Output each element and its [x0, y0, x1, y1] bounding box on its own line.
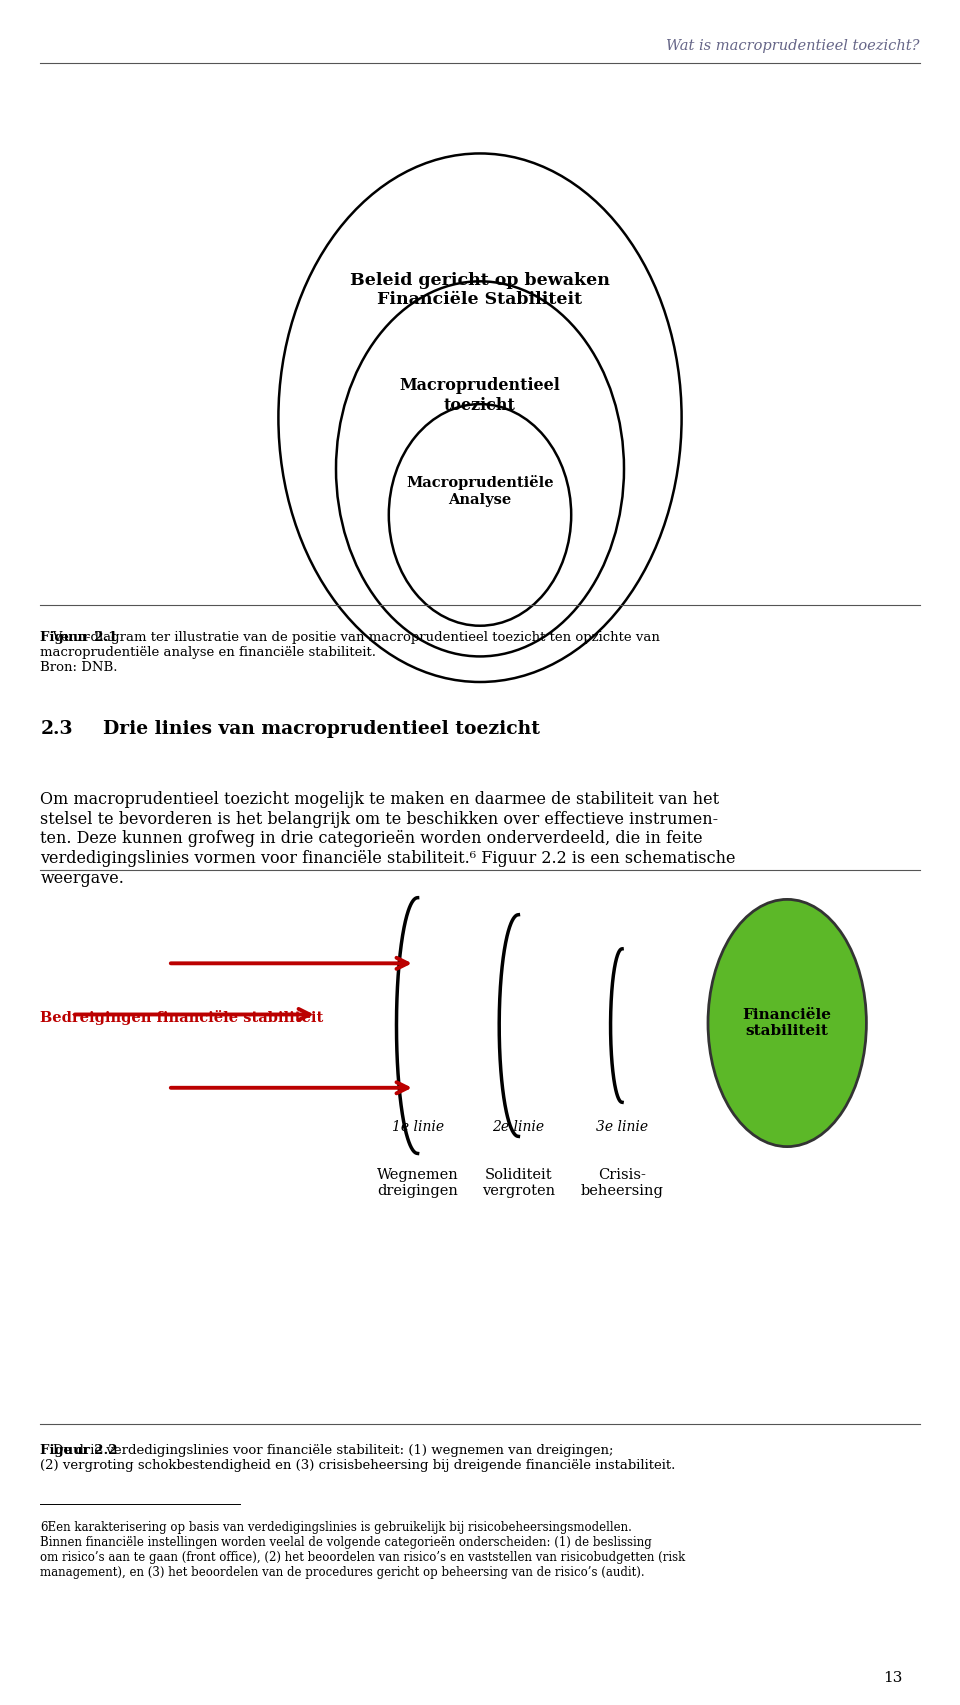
Text: Soliditeit
vergroten: Soliditeit vergroten: [482, 1168, 555, 1199]
Text: 2.3: 2.3: [40, 720, 73, 738]
Text: Figuur 2.1: Figuur 2.1: [40, 631, 118, 644]
Text: 1e linie: 1e linie: [392, 1120, 444, 1134]
Text: Venn-diagram ter illustratie van de positie van macroprudentieel toezicht ten op: Venn-diagram ter illustratie van de posi…: [40, 631, 660, 673]
Text: De drie verdedigingslinies voor financiële stabiliteit: (1) wegnemen van dreigin: De drie verdedigingslinies voor financië…: [40, 1444, 676, 1471]
Ellipse shape: [708, 900, 867, 1146]
Text: Crisis-
beheersing: Crisis- beheersing: [581, 1168, 663, 1199]
Text: Macroprudentieel
toezicht: Macroprudentieel toezicht: [399, 377, 561, 414]
Text: Een karakterisering op basis van verdedigingslinies is gebruikelijk bij risicobe: Een karakterisering op basis van verdedi…: [40, 1521, 685, 1579]
Text: Wat is macroprudentieel toezicht?: Wat is macroprudentieel toezicht?: [666, 39, 920, 53]
Text: Drie linies van macroprudentieel toezicht: Drie linies van macroprudentieel toezich…: [103, 720, 540, 738]
Text: Figuur 2.2: Figuur 2.2: [40, 1444, 118, 1458]
Text: 6: 6: [40, 1521, 48, 1535]
Text: Bedreigingen financiële stabiliteit: Bedreigingen financiële stabiliteit: [40, 1011, 324, 1025]
Text: 13: 13: [883, 1671, 902, 1685]
Text: Om macroprudentieel toezicht mogelijk te maken en daarmee de stabiliteit van het: Om macroprudentieel toezicht mogelijk te…: [40, 791, 735, 887]
Text: Macroprudentiële
Analyse: Macroprudentiële Analyse: [406, 476, 554, 506]
Text: Beleid gericht op bewaken
Financiële Stabiliteit: Beleid gericht op bewaken Financiële Sta…: [350, 271, 610, 309]
Text: Financiële
stabiliteit: Financiële stabiliteit: [743, 1008, 831, 1038]
Text: Wegnemen
dreigingen: Wegnemen dreigingen: [376, 1168, 459, 1199]
Text: 2e linie: 2e linie: [492, 1120, 544, 1134]
Text: 3e linie: 3e linie: [596, 1120, 648, 1134]
